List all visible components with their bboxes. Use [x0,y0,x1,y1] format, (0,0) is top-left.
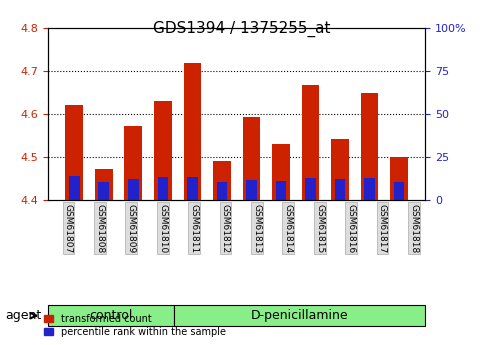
Bar [125,126,142,200]
Text: agent: agent [5,309,41,322]
Text: GDS1394 / 1375255_at: GDS1394 / 1375255_at [153,21,330,37]
Bar [184,63,201,200]
Text: GSM61807: GSM61807 [64,204,73,253]
Text: GSM61817: GSM61817 [378,204,387,253]
Bar [95,169,113,200]
Text: control: control [89,309,133,322]
Text: GSM61816: GSM61816 [346,204,355,253]
Text: GSM61813: GSM61813 [252,204,261,253]
Bar [390,157,408,200]
Text: GSM61809: GSM61809 [127,204,136,253]
Bar [157,177,168,200]
Bar [361,93,378,200]
Bar [364,178,375,200]
Bar [128,178,139,200]
Bar [216,181,227,200]
Bar [305,178,316,200]
Bar [242,117,260,200]
Bar [213,161,231,200]
Bar [246,180,257,200]
Bar [187,177,198,200]
Bar [276,181,286,200]
Bar [99,181,109,200]
Text: D-penicillamine: D-penicillamine [251,309,348,322]
Text: GSM61810: GSM61810 [158,204,167,253]
Text: GSM61812: GSM61812 [221,204,230,253]
Bar [335,179,345,200]
Bar [272,144,290,200]
Text: GSM61815: GSM61815 [315,204,324,253]
Bar [65,105,83,200]
Text: GSM61814: GSM61814 [284,204,293,253]
Text: GSM61818: GSM61818 [410,204,418,253]
Bar [301,85,319,200]
Bar [331,139,349,200]
Bar [154,101,172,200]
Bar [69,176,80,200]
Bar [394,181,404,200]
Legend: transformed count, percentile rank within the sample: transformed count, percentile rank withi… [43,314,226,337]
Text: GSM61808: GSM61808 [96,204,104,253]
Text: GSM61811: GSM61811 [189,204,199,253]
